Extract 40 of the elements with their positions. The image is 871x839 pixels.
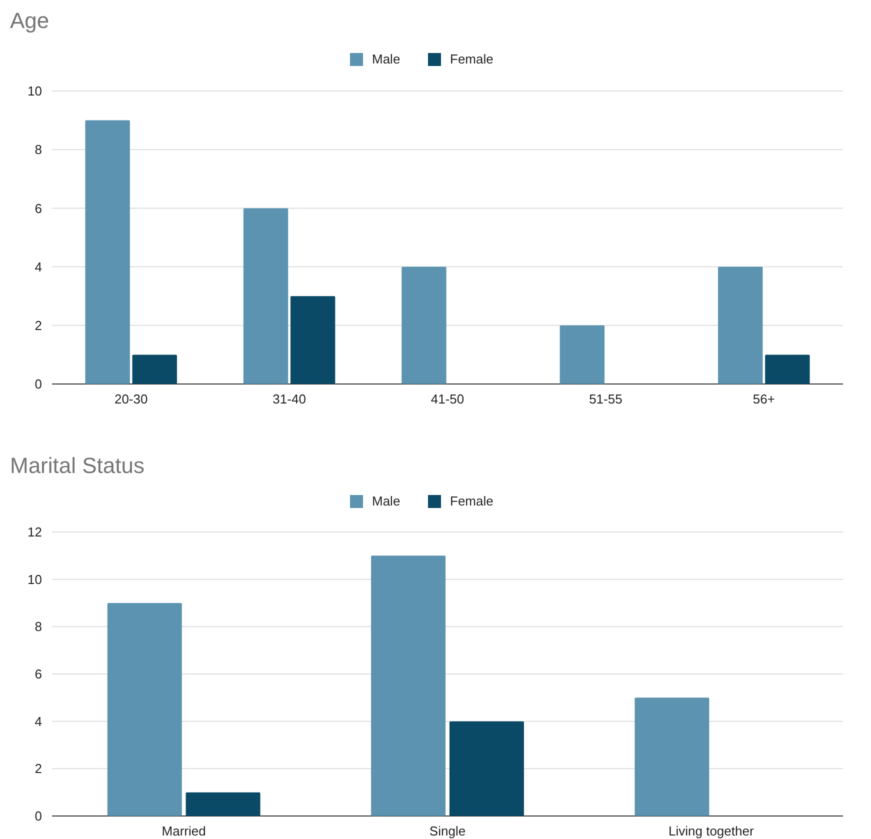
y-tick-label: 6	[34, 200, 42, 216]
y-tick-label: 0	[34, 376, 42, 392]
bar	[402, 266, 446, 384]
bar	[186, 792, 260, 816]
bar	[634, 698, 710, 816]
y-tick-label: 8	[34, 619, 42, 634]
y-tick-label: 4	[34, 259, 42, 274]
bar	[718, 266, 763, 384]
legend-label: Male	[372, 494, 400, 509]
bar	[449, 721, 524, 816]
y-tick-label: 2	[34, 318, 42, 333]
x-tick-label: Living together	[668, 824, 754, 839]
y-tick-label: 2	[34, 761, 42, 776]
x-tick-label: 41-50	[430, 392, 464, 407]
y-tick-label: 8	[34, 142, 42, 158]
bar	[290, 296, 336, 384]
x-tick-label: 56+	[752, 392, 775, 407]
y-tick-label: 4	[34, 714, 42, 729]
x-tick-label: 20-30	[114, 392, 148, 407]
bar	[107, 603, 182, 816]
chart-title: Age	[10, 8, 50, 33]
y-tick-label: 10	[28, 84, 42, 99]
legend-label: Female	[450, 494, 494, 509]
bar	[132, 354, 177, 384]
y-tick-label: 12	[28, 524, 42, 540]
bar	[560, 325, 605, 384]
x-tick-label: 31-40	[272, 392, 306, 407]
bar	[85, 120, 130, 384]
x-tick-label: Married	[162, 824, 206, 839]
x-tick-label: Single	[429, 824, 466, 839]
legend-label: Male	[372, 52, 400, 67]
y-tick-label: 0	[34, 808, 42, 824]
bar	[765, 354, 810, 384]
y-tick-label: 10	[28, 572, 42, 587]
bar	[371, 556, 446, 816]
y-tick-label: 6	[34, 666, 42, 682]
chart-title: Marital Status	[10, 453, 144, 478]
bar	[243, 208, 288, 384]
legend-label: Female	[450, 52, 494, 67]
x-tick-label: 51-55	[589, 392, 622, 407]
